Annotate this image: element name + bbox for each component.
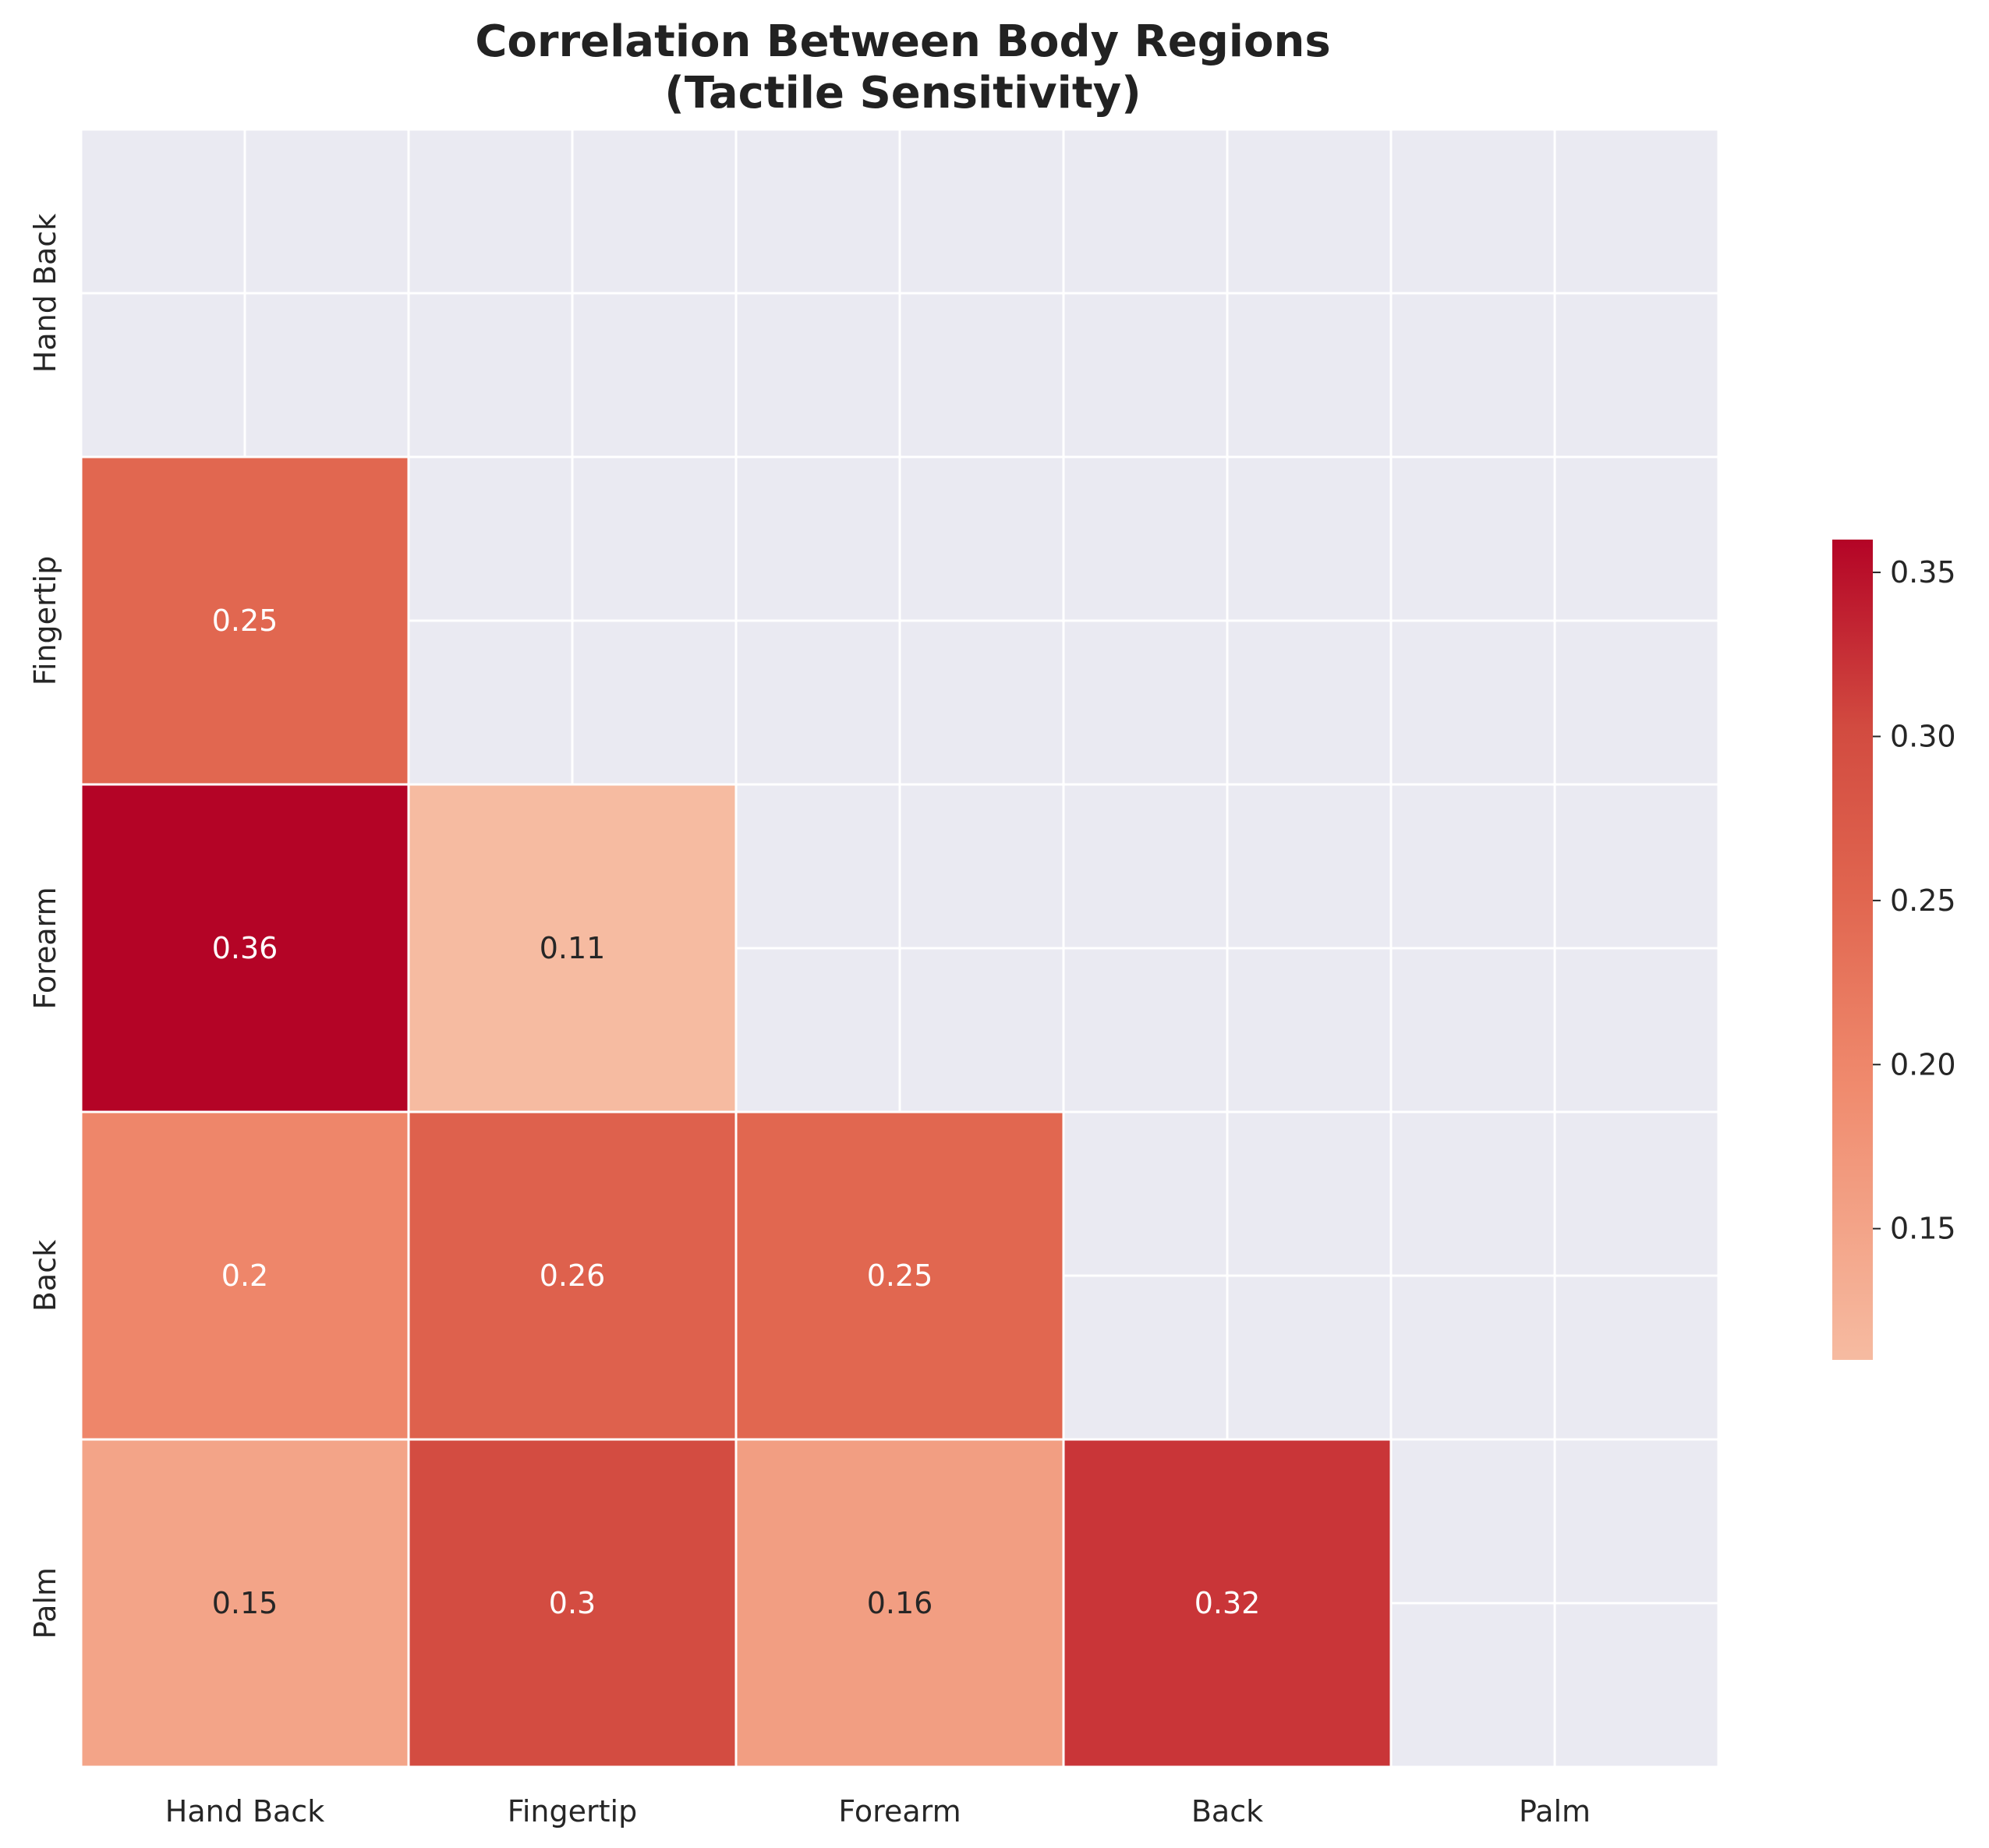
colorbar-gradient bbox=[1832, 540, 1873, 1360]
heatmap-cells: 0.25 0.36 0.11 0.2 0.26 0.25 0.15 0.3 0.16 0.32 bbox=[80, 455, 1393, 1768]
cell-value-label: 0.25 bbox=[867, 1259, 933, 1293]
heatmap-cell bbox=[407, 1438, 738, 1768]
heatmap-cell bbox=[1062, 1438, 1393, 1768]
colorbar-tick-label: 0.20 bbox=[1890, 1047, 1956, 1082]
heatmap-cell bbox=[407, 783, 738, 1113]
heatmap-cell bbox=[734, 1438, 1065, 1768]
chart-title-line-1: Correlation Between Body Regions bbox=[475, 16, 1330, 67]
cell-value-label: 0.3 bbox=[549, 1586, 596, 1620]
colorbar: 0.15 0.20 0.25 0.30 0.35 bbox=[1832, 540, 1956, 1360]
heatmap-cell bbox=[734, 1110, 1065, 1441]
y-tick-label: Forearm bbox=[28, 887, 62, 1009]
x-tick-label: Back bbox=[1191, 1794, 1263, 1829]
cell-value-label: 0.36 bbox=[212, 931, 278, 965]
heatmap-cell bbox=[80, 1438, 410, 1768]
y-tick-label: Hand Back bbox=[28, 214, 62, 373]
x-tick-label: Fingertip bbox=[508, 1794, 637, 1829]
cell-value-label: 0.26 bbox=[540, 1259, 606, 1293]
cell-value-label: 0.16 bbox=[867, 1586, 933, 1620]
cell-value-label: 0.15 bbox=[212, 1586, 278, 1620]
y-axis-tick-labels: Hand Back Fingertip Forearm Back Palm bbox=[28, 214, 62, 1639]
cell-value-label: 0.25 bbox=[212, 604, 278, 638]
x-tick-label: Hand Back bbox=[165, 1794, 324, 1829]
chart-title-line-2: (Tactile Sensitivity) bbox=[664, 68, 1141, 119]
x-tick-label: Palm bbox=[1519, 1794, 1591, 1829]
y-tick-label: Back bbox=[28, 1240, 62, 1312]
cell-value-label: 0.2 bbox=[221, 1259, 268, 1293]
y-tick-label: Palm bbox=[28, 1567, 62, 1639]
colorbar-tick-label: 0.30 bbox=[1890, 719, 1956, 753]
y-tick-label: Fingertip bbox=[28, 556, 62, 685]
x-tick-label: Forearm bbox=[838, 1794, 961, 1829]
cell-value-label: 0.11 bbox=[540, 931, 606, 965]
cell-value-label: 0.32 bbox=[1194, 1586, 1261, 1620]
colorbar-tick-label: 0.35 bbox=[1890, 555, 1956, 589]
x-axis-tick-labels: Hand Back Fingertip Forearm Back Palm bbox=[165, 1794, 1591, 1829]
heatmap-cell bbox=[407, 1110, 738, 1441]
colorbar-tick-label: 0.15 bbox=[1890, 1212, 1956, 1246]
colorbar-tick-label: 0.25 bbox=[1890, 883, 1956, 918]
heatmap-cell bbox=[80, 783, 410, 1113]
heatmap-cell bbox=[80, 455, 410, 786]
